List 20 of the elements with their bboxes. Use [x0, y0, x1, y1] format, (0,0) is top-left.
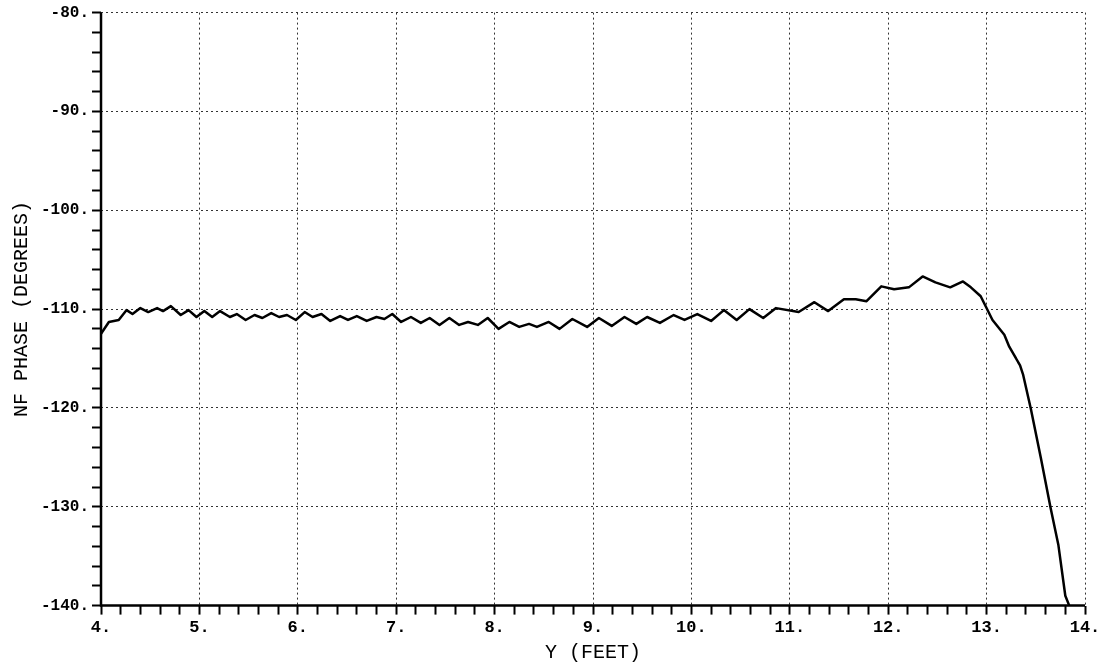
- x-tick-label: 9.: [582, 618, 604, 638]
- y-tick-label: -100.: [40, 201, 90, 220]
- x-tick-label: 4.: [90, 618, 112, 638]
- y-tick-label: -120.: [40, 398, 90, 417]
- y-tick-label: -90.: [50, 102, 90, 121]
- y-tick-label: -130.: [40, 497, 90, 516]
- y-tick-label: -140.: [40, 596, 90, 615]
- x-tick-label: 11.: [774, 618, 806, 638]
- x-tick-label: 6.: [287, 618, 309, 638]
- x-tick-label: 13.: [971, 618, 1002, 638]
- x-tick-label: 12.: [872, 618, 904, 638]
- x-axis-title: Y (FEET): [545, 641, 642, 665]
- x-tick-label: 8.: [484, 618, 505, 638]
- x-tick-label: 7.: [386, 618, 407, 638]
- x-tick-label: 10.: [676, 618, 707, 638]
- y-tick-label: -110.: [40, 300, 90, 319]
- y-axis-title: NF PHASE (DEGREES): [10, 201, 34, 418]
- x-tick-label: 14.: [1069, 618, 1101, 638]
- x-tick-label: 5.: [189, 618, 210, 638]
- y-tick-label: -80.: [50, 3, 90, 22]
